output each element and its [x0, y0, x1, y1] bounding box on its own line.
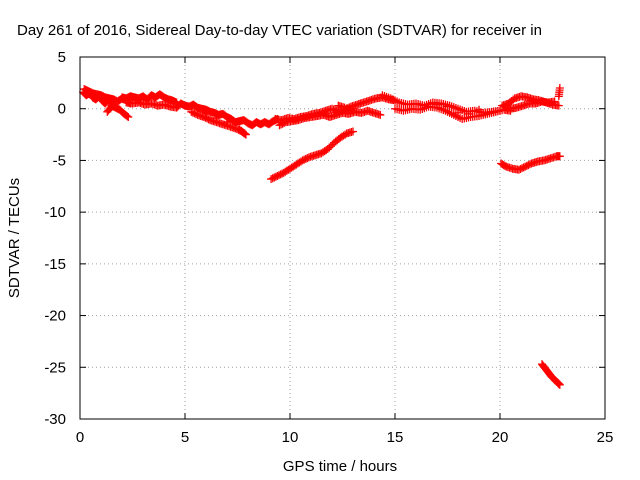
data-point: [347, 127, 356, 136]
data-point: [555, 380, 564, 389]
x-tick-label: 10: [282, 429, 299, 446]
x-tick-label: 0: [76, 429, 84, 446]
data-point: [105, 105, 114, 114]
y-tick-label: -30: [44, 411, 66, 428]
data-point: [278, 119, 287, 128]
data-point: [238, 127, 247, 136]
data-point: [439, 106, 448, 115]
y-axis-label: SDTVAR / TECUs: [6, 178, 23, 298]
data-point: [301, 154, 310, 163]
y-tick-label: 0: [58, 101, 66, 118]
x-tick-label: 20: [492, 429, 509, 446]
data-point: [295, 158, 304, 167]
data-point: [555, 90, 564, 99]
data-point: [443, 101, 452, 110]
data-point: [320, 147, 329, 156]
data-point: [451, 103, 460, 112]
data-point: [190, 109, 199, 118]
y-tick-label: -10: [44, 204, 66, 221]
data-point: [339, 131, 348, 140]
data-point: [276, 170, 285, 179]
y-tick-label: -15: [44, 256, 66, 273]
data-point: [326, 141, 335, 150]
data-point: [553, 101, 562, 110]
data-point: [122, 111, 131, 120]
data-point: [384, 93, 393, 102]
x-axis-label: GPS time / hours: [283, 458, 397, 475]
data-point: [289, 162, 298, 171]
x-tick-label: 25: [597, 429, 614, 446]
y-tick-label: 5: [58, 49, 66, 66]
data-point: [123, 112, 132, 121]
x-tick-label: 5: [181, 429, 189, 446]
data-point: [430, 103, 439, 112]
data-point: [481, 110, 490, 119]
plot-frame: [79, 56, 606, 420]
data-point: [549, 97, 558, 106]
data-point: [524, 161, 533, 170]
data-point: [106, 103, 115, 112]
data-points: [79, 84, 564, 389]
data-point: [518, 164, 527, 173]
data-point: [282, 166, 291, 175]
x-tick-label: 15: [387, 429, 404, 446]
chart-title: Day 261 of 2016, Sidereal Day-to-day VTE…: [17, 22, 542, 39]
data-point: [499, 161, 508, 170]
data-point: [447, 109, 456, 118]
data-point: [203, 114, 212, 123]
data-point: [270, 173, 279, 182]
y-tick-label: -25: [44, 359, 66, 376]
data-point: [489, 108, 498, 117]
data-point: [507, 96, 516, 105]
data-point: [333, 136, 342, 145]
data-point: [472, 112, 481, 121]
data-point: [237, 126, 246, 135]
data-point: [393, 97, 402, 106]
y-tick-label: -20: [44, 308, 66, 325]
data-point: [464, 113, 473, 122]
data-point: [555, 152, 564, 161]
data-point: [374, 110, 383, 119]
data-point: [339, 103, 348, 112]
data-point: [346, 106, 355, 115]
y-tick-label: -5: [53, 152, 66, 169]
